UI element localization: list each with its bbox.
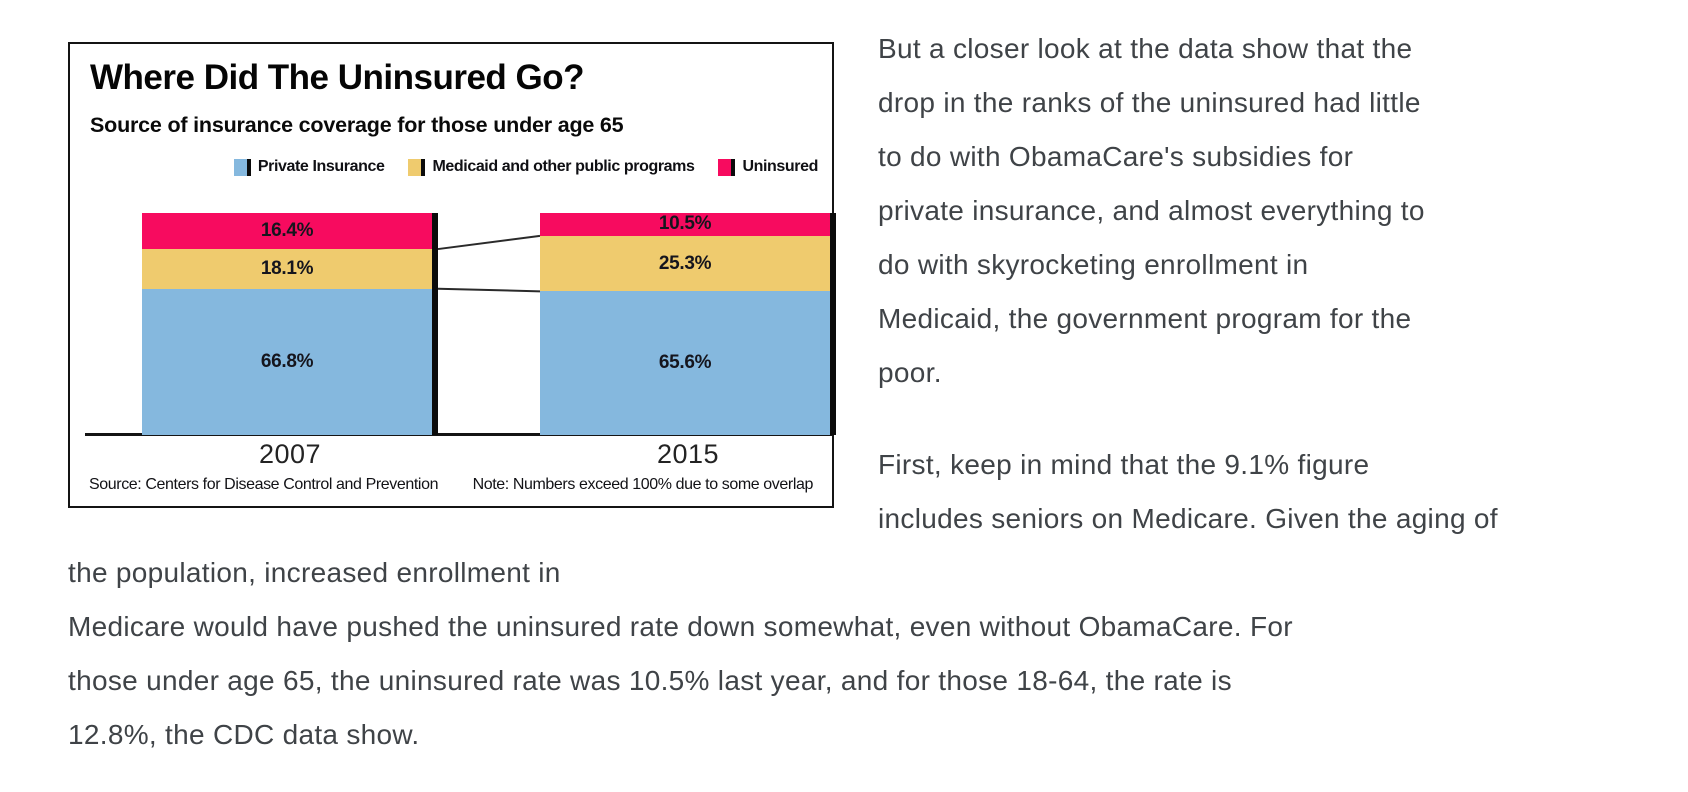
bar-segment: 16.4%: [142, 213, 432, 250]
connector-line-top: [437, 234, 541, 251]
legend-label: Uninsured: [742, 158, 818, 175]
uninsured-chart-figure: Where Did The Uninsured Go? Source of in…: [68, 42, 836, 508]
paragraph-2: First, keep in mind that the 9.1% figure…: [68, 449, 1498, 750]
segment-value-label: 18.1%: [260, 257, 314, 279]
segment-connector-lines: [437, 234, 541, 293]
chart-subtitle: Source of insurance coverage for those u…: [90, 113, 624, 137]
source-note: Source: Centers for Disease Control and …: [89, 476, 439, 493]
segment-value-label: 65.6%: [658, 352, 712, 374]
chart-title: Where Did The Uninsured Go?: [90, 58, 585, 97]
category-label-2007: 2007: [258, 439, 322, 469]
category-label-2015: 2015: [656, 439, 720, 469]
bar-segment: 18.1%: [142, 249, 432, 289]
segment-value-label: 16.4%: [260, 220, 314, 242]
bar-2007: 16.4% 18.1% 66.8%: [142, 213, 438, 435]
segment-value-label: 25.3%: [658, 252, 712, 274]
segment-value-label: 10.5%: [658, 213, 712, 235]
legend-swatch-icon: [408, 158, 426, 176]
legend-swatch-icon: [233, 158, 251, 176]
category-axis-labels: 2007 2015: [70, 435, 832, 469]
chart-legend: Private Insurance Medicaid and other publ…: [70, 157, 818, 177]
x-axis-line: [85, 433, 832, 436]
bar-2015: 10.5% 25.3% 65.6%: [540, 212, 836, 435]
bar-segment: 65.6%: [540, 291, 830, 435]
bar-segment: 66.8%: [142, 288, 432, 435]
legend-item: Uninsured: [718, 158, 818, 176]
chart-footnotes: Source: Centers for Disease Control and …: [70, 476, 832, 494]
legend-label: Medicaid and other public programs: [432, 158, 695, 175]
legend-swatch-icon: [718, 158, 736, 176]
bar-segment: 10.5%: [540, 212, 830, 236]
plot-area: 16.4% 18.1% 66.8% 10.5% 25.3% 65.6%: [70, 212, 836, 436]
legend-label: Private Insurance: [257, 158, 385, 175]
legend-item: Private Insurance: [233, 158, 385, 176]
bar-segment: 25.3%: [540, 235, 830, 292]
overlap-note: Note: Numbers exceed 100% due to some ov…: [472, 476, 814, 493]
connector-line-bottom: [437, 287, 541, 293]
article-body: Where Did The Uninsured Go? Source of in…: [68, 33, 1498, 750]
segment-value-label: 66.8%: [260, 350, 314, 372]
legend-item: Medicaid and other public programs: [408, 158, 695, 176]
paragraph-1: But a closer look at the data show that …: [878, 33, 1425, 388]
